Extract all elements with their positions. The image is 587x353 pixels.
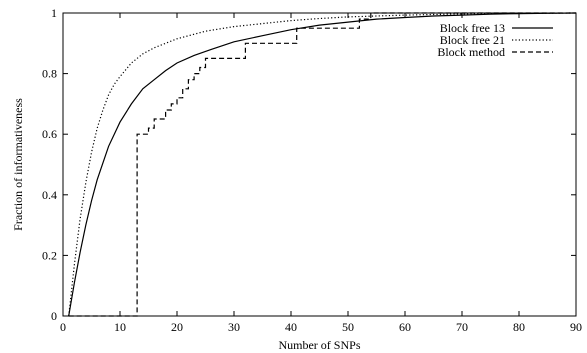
x-tick-label: 50 [342,320,354,334]
legend-label: Block method [437,45,505,59]
legend-label: Block free 13 [440,21,505,35]
y-axis-title: Fraction of informativeness [11,98,25,231]
axes: 0 10 20 30 40 50 60 70 80 90 0 0.2 0.4 0.6 0.8 1 [42,6,582,334]
x-tick-label: 80 [513,320,525,334]
x-tick-label: 30 [228,320,240,334]
y-tick-label: 0 [51,309,57,323]
x-tick-label: 60 [399,320,411,334]
series-line-1 [68,12,577,317]
x-tick-label: 0 [60,320,66,334]
x-tick-label: 90 [570,320,582,334]
y-tick-label: 0.2 [42,248,57,262]
plot-area [68,12,577,317]
x-axis-title: Number of SNPs [278,338,360,352]
y-tick-label: 0.8 [42,67,57,81]
y-tick-label: 1 [51,6,57,20]
series-line-3 [68,12,576,317]
x-tick-label: 40 [285,320,297,334]
plot-frame [62,12,577,317]
y-tick-label: 0.4 [42,188,57,202]
x-tick-label: 20 [171,320,183,334]
x-tick-label: 70 [456,320,468,334]
legend-label: Block free 21 [440,33,505,47]
y-tick-label: 0.6 [42,127,57,141]
x-tick-label: 10 [114,320,126,334]
